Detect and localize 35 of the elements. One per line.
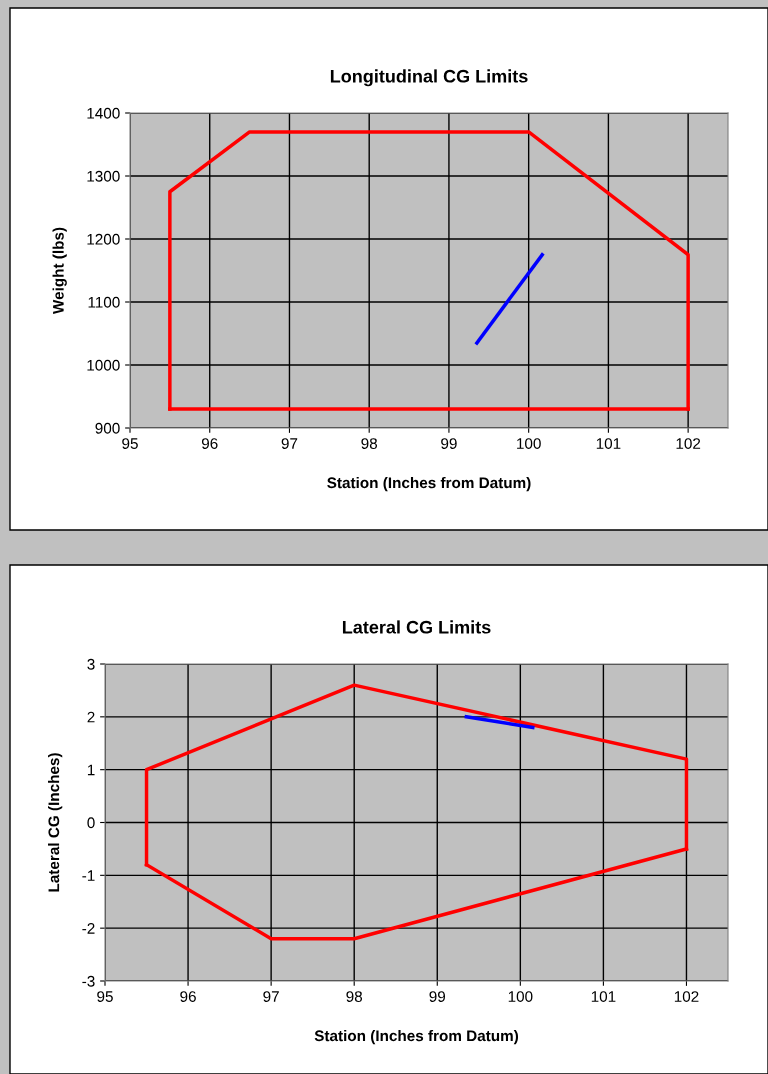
- x-tick-label: 98: [361, 438, 378, 449]
- y-axis-title: Weight (lbs): [52, 227, 67, 315]
- x-tick-label: 99: [429, 991, 446, 1002]
- x-tick-label: 95: [122, 438, 138, 449]
- x-tick-label: 101: [596, 438, 621, 449]
- x-tick-label: 100: [508, 991, 533, 1002]
- x-tick-label: 100: [517, 438, 541, 449]
- x-tick-label: 96: [201, 438, 218, 449]
- y-tick-label: 1: [87, 764, 95, 776]
- y-tick-label: -1: [82, 870, 95, 881]
- chart-title: Longitudinal CG Limits: [330, 69, 528, 87]
- x-tick-label: 99: [441, 438, 457, 449]
- x-tick-label: 97: [263, 991, 279, 1002]
- y-tick-label: 2: [87, 711, 95, 723]
- x-tick-label: 95: [97, 991, 113, 1002]
- x-tick-label: 102: [676, 438, 701, 449]
- x-axis-title: Station (Inches from Datum): [327, 476, 531, 492]
- y-tick-label: 1400: [87, 107, 120, 119]
- y-tick-label: 900: [95, 422, 120, 434]
- y-axis-title: Lateral CG (Inches): [48, 753, 63, 892]
- y-tick-label: -2: [82, 923, 95, 934]
- x-tick-label: 96: [180, 991, 196, 1002]
- x-tick-label: 98: [346, 991, 363, 1002]
- x-tick-label: 102: [674, 991, 699, 1002]
- y-tick-label: 0: [87, 817, 95, 829]
- chart-title: Lateral CG Limits: [342, 620, 491, 634]
- y-tick-label: 1300: [87, 170, 120, 182]
- x-axis-title: Station (Inches from Datum): [314, 1029, 519, 1045]
- y-tick-label: 1200: [87, 233, 120, 245]
- y-tick-label: -3: [82, 975, 95, 987]
- x-tick-label: 101: [591, 991, 616, 1002]
- x-tick-label: 97: [281, 438, 298, 449]
- y-tick-label: 3: [87, 658, 95, 670]
- y-tick-label: 1100: [88, 296, 120, 308]
- y-tick-label: 1000: [87, 359, 120, 371]
